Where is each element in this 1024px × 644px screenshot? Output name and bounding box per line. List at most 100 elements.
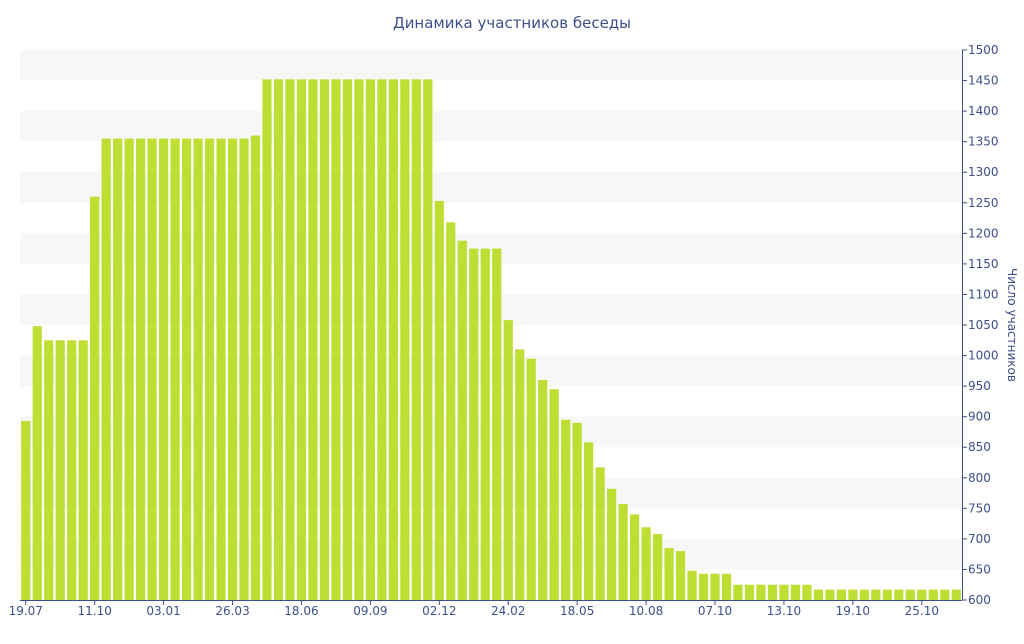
grid-band <box>20 50 962 81</box>
y-tick-label: 1350 <box>968 135 999 149</box>
bar <box>457 240 467 601</box>
bar <box>250 135 261 600</box>
bar <box>32 326 42 600</box>
bar <box>584 442 594 600</box>
bar <box>434 200 444 600</box>
bar <box>136 138 146 601</box>
y-tick-label: 750 <box>968 501 991 515</box>
grid-band <box>20 111 962 142</box>
x-tick-label: 25.10 <box>905 604 939 618</box>
bar <box>721 573 732 600</box>
bar <box>675 551 686 600</box>
chart-title: Динамика участников беседы <box>393 14 631 32</box>
x-tick-label: 10.08 <box>629 604 663 618</box>
bar <box>607 488 617 600</box>
x-axis: 19.07 11.10 03.01 26.03 18.06 09.09 02.12 24.02… <box>9 600 962 618</box>
bar <box>905 589 915 600</box>
bar <box>848 589 858 600</box>
bar <box>227 138 238 601</box>
bar-series <box>21 79 961 601</box>
bar <box>538 380 548 600</box>
y-tick-label: 650 <box>968 562 991 576</box>
bar <box>825 589 835 600</box>
bar <box>331 79 341 600</box>
bar <box>446 222 456 600</box>
bar <box>354 79 364 600</box>
bar <box>940 589 950 600</box>
y-tick-label: 1300 <box>968 165 999 179</box>
y-tick-label: 850 <box>968 440 991 454</box>
bar <box>400 79 410 600</box>
y-tick-label: 600 <box>968 593 991 607</box>
x-tick-label: 24.02 <box>491 604 525 618</box>
bar <box>664 548 674 600</box>
x-tick-label: 26.03 <box>215 604 249 618</box>
bar <box>308 79 318 600</box>
bar <box>802 584 812 600</box>
bar <box>882 589 892 600</box>
bar <box>296 79 307 600</box>
x-tick-label: 07.10 <box>698 604 732 618</box>
y-tick-label: 1500 <box>968 43 999 57</box>
bar <box>687 570 697 600</box>
y-tick-label: 1150 <box>968 257 999 271</box>
bar <box>894 589 904 600</box>
bar <box>917 589 927 600</box>
bar <box>170 138 180 601</box>
bar <box>239 138 249 601</box>
bar <box>515 349 525 600</box>
bar <box>319 79 330 600</box>
bar <box>147 138 157 601</box>
bar <box>423 79 433 600</box>
bar <box>101 138 111 601</box>
bar <box>492 248 502 601</box>
x-tick-label: 13.10 <box>767 604 801 618</box>
y-tick-label: 1400 <box>968 104 999 118</box>
bar <box>733 584 743 600</box>
bar <box>377 79 387 600</box>
y-tick-label: 1000 <box>968 349 999 363</box>
bar <box>469 248 479 601</box>
x-tick-label: 11.10 <box>77 604 111 618</box>
bar <box>21 420 31 600</box>
bar <box>767 584 778 600</box>
bar <box>756 584 766 600</box>
bar <box>342 79 352 600</box>
bar <box>503 320 513 600</box>
bar <box>480 248 490 601</box>
x-tick-label: 18.06 <box>284 604 318 618</box>
bar <box>698 573 709 600</box>
y-axis-label: Число участников <box>1005 268 1019 382</box>
y-tick-label: 900 <box>968 410 991 424</box>
y-tick-label: 1200 <box>968 226 999 240</box>
bar <box>572 422 582 600</box>
x-tick-label: 03.01 <box>146 604 180 618</box>
bar <box>595 467 605 600</box>
x-tick-label: 02.12 <box>422 604 456 618</box>
bar <box>641 527 651 600</box>
x-tick-label: 19.07 <box>9 604 43 618</box>
y-tick-label: 1100 <box>968 287 999 301</box>
bar <box>78 340 88 600</box>
bar <box>273 79 284 600</box>
bar <box>836 589 846 600</box>
bar <box>411 79 421 600</box>
y-tick-label: 800 <box>968 471 991 485</box>
bar <box>216 138 226 601</box>
bar <box>365 79 375 600</box>
bar <box>744 584 755 600</box>
bar <box>388 79 398 600</box>
bar <box>618 504 628 600</box>
bar <box>181 138 192 601</box>
bar <box>813 589 823 600</box>
bar <box>526 358 536 600</box>
y-tick-label: 1450 <box>968 74 999 88</box>
bar <box>55 340 65 600</box>
y-tick-label: 1250 <box>968 196 999 210</box>
bar <box>549 389 559 600</box>
x-tick-label: 09.09 <box>353 604 387 618</box>
bar <box>262 79 272 600</box>
bar <box>779 584 789 600</box>
y-tick-label: 1050 <box>968 318 999 332</box>
